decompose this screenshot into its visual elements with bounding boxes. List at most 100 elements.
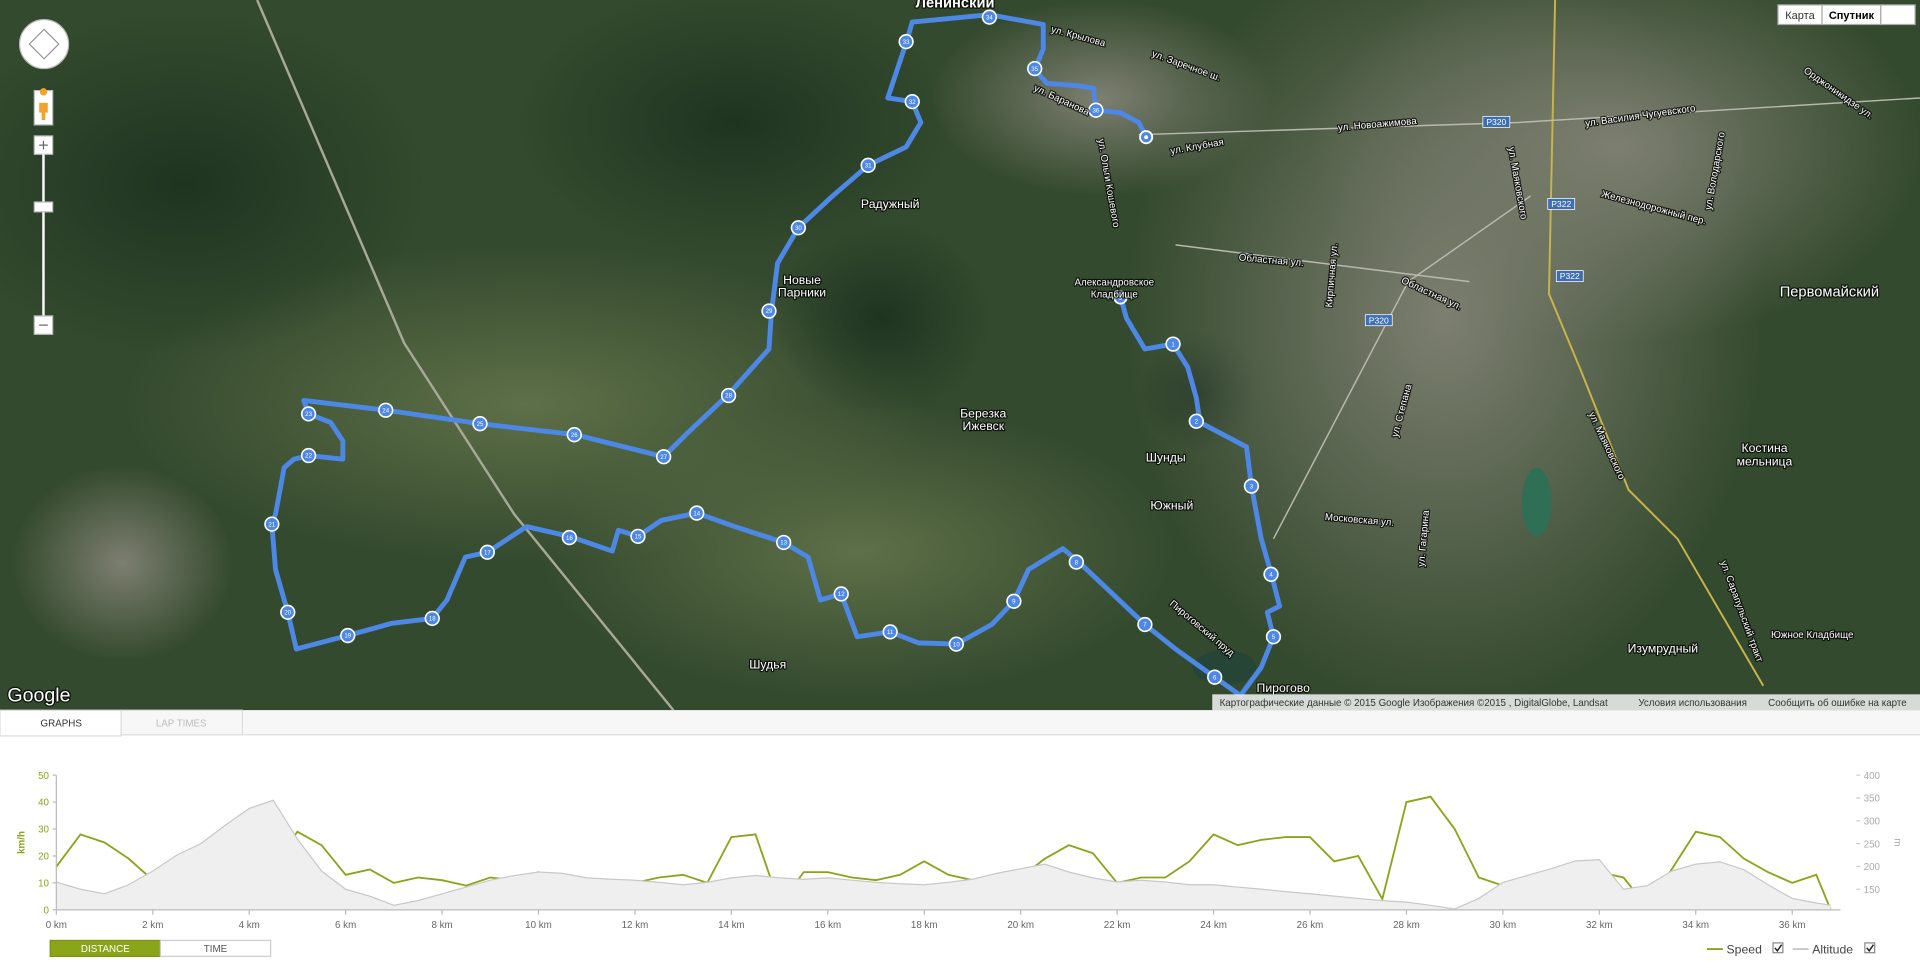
route-marker[interactable] bbox=[656, 449, 672, 465]
route-marker[interactable] bbox=[860, 157, 876, 173]
x-tick-label: 2 km bbox=[142, 920, 163, 931]
route-marker[interactable] bbox=[689, 505, 705, 521]
route-marker-label: 3 bbox=[1250, 483, 1254, 490]
tab[interactable] bbox=[120, 709, 244, 736]
route-marker-label: 13 bbox=[780, 540, 787, 547]
route-marker[interactable] bbox=[424, 610, 440, 627]
route-layer: 1234567891011121314151617181920212223242… bbox=[264, 9, 1283, 698]
y2-tick-label: 250 bbox=[1864, 839, 1881, 850]
route-marker-label: 32 bbox=[909, 99, 916, 106]
route-marker[interactable] bbox=[280, 604, 296, 620]
route-marker[interactable] bbox=[761, 303, 777, 319]
map-type-extra[interactable] bbox=[1880, 4, 1916, 26]
report-link[interactable]: Сообщить об ошибке на карте bbox=[1768, 698, 1907, 709]
pan-circle[interactable] bbox=[18, 18, 70, 70]
route-marker[interactable] bbox=[479, 544, 495, 560]
route-marker[interactable] bbox=[1207, 669, 1223, 685]
route-marker[interactable] bbox=[1027, 60, 1043, 77]
map-label: Южное Кладбище bbox=[1771, 630, 1853, 641]
zoom-track bbox=[42, 154, 45, 316]
mode-label[interactable]: DISTANCE bbox=[81, 944, 130, 955]
map-label: Шунды bbox=[1146, 451, 1186, 465]
route-marker-label: 19 bbox=[344, 633, 351, 640]
route-marker-label: 26 bbox=[571, 432, 578, 439]
road-shield bbox=[1364, 314, 1393, 327]
road-shield bbox=[1555, 270, 1584, 283]
route-marker[interactable] bbox=[1188, 413, 1204, 429]
y-tick-label: 0 bbox=[44, 906, 50, 917]
y-tick-label: 30 bbox=[38, 825, 49, 836]
route-marker[interactable] bbox=[833, 586, 849, 602]
legend-checkbox[interactable] bbox=[1864, 942, 1876, 954]
route-marker-label: 17 bbox=[484, 549, 491, 556]
route-marker[interactable] bbox=[776, 534, 792, 551]
route-marker[interactable] bbox=[1263, 566, 1279, 582]
map-label: Березка bbox=[960, 407, 1006, 421]
route-marker-label: 12 bbox=[838, 591, 845, 598]
route-marker[interactable] bbox=[1165, 336, 1181, 352]
route-marker-label: 6 bbox=[1213, 674, 1217, 681]
map[interactable]: 1234567891011121314151617181920212223242… bbox=[0, 0, 1920, 712]
x-tick-label: 32 km bbox=[1586, 920, 1613, 931]
route-marker-label: 18 bbox=[429, 616, 436, 623]
route-marker[interactable] bbox=[1137, 616, 1153, 633]
tab-label[interactable]: LAP TIMES bbox=[156, 719, 207, 730]
village bbox=[12, 465, 233, 662]
route-marker[interactable] bbox=[630, 528, 646, 545]
route-marker[interactable] bbox=[300, 447, 317, 464]
x-tick-label: 0 km bbox=[46, 920, 67, 931]
x-tick-label: 20 km bbox=[1007, 920, 1034, 931]
route-marker-label: 2 bbox=[1195, 418, 1199, 425]
terms-link[interactable]: Условия использования bbox=[1638, 698, 1747, 709]
mode-button[interactable] bbox=[159, 939, 272, 957]
map-label: Новые bbox=[783, 273, 821, 287]
route-marker[interactable] bbox=[882, 624, 898, 640]
route-marker[interactable] bbox=[1265, 629, 1282, 645]
route-marker[interactable] bbox=[378, 402, 394, 418]
line bbox=[56, 799, 1831, 910]
road-number: P320 bbox=[1369, 315, 1389, 325]
route-marker[interactable] bbox=[898, 33, 914, 50]
route-marker[interactable] bbox=[720, 387, 737, 404]
route-marker-label: 36 bbox=[1093, 107, 1100, 114]
route-marker[interactable] bbox=[300, 406, 317, 422]
route-marker[interactable] bbox=[340, 627, 356, 644]
legend-check bbox=[1774, 944, 1783, 953]
google-logo: Google bbox=[7, 685, 70, 707]
map-label: Ленинский bbox=[916, 0, 995, 11]
route-marker[interactable] bbox=[790, 220, 807, 236]
x-tick-label: 24 km bbox=[1200, 920, 1227, 931]
route-marker[interactable] bbox=[561, 529, 578, 546]
route-marker[interactable] bbox=[472, 416, 488, 432]
y-tick-label: 20 bbox=[38, 852, 49, 863]
zoom-thumb[interactable] bbox=[33, 201, 54, 213]
route-marker[interactable] bbox=[264, 516, 280, 532]
route-marker[interactable] bbox=[981, 9, 998, 25]
x-tick-label: 26 km bbox=[1297, 920, 1324, 931]
route-marker[interactable] bbox=[948, 636, 964, 652]
map-label: Парники bbox=[778, 285, 826, 299]
route-marker-label: 21 bbox=[268, 521, 275, 528]
route-marker-label: 35 bbox=[1031, 66, 1038, 73]
pan-control[interactable] bbox=[18, 18, 70, 70]
route-marker[interactable] bbox=[904, 93, 920, 110]
road-shield bbox=[1482, 115, 1511, 128]
route-marker-label: 8 bbox=[1075, 559, 1079, 566]
map-label: Южный bbox=[1150, 498, 1193, 512]
route-marker-label: 16 bbox=[566, 535, 573, 542]
mode-label[interactable]: TIME bbox=[204, 944, 228, 955]
map-type-label[interactable]: Карта bbox=[1785, 10, 1815, 22]
legend-checkbox[interactable] bbox=[1772, 942, 1784, 954]
map-type-label[interactable]: Спутник bbox=[1829, 10, 1875, 22]
x-tick-label: 12 km bbox=[622, 920, 649, 931]
route-marker-label: 9 bbox=[1012, 598, 1016, 605]
route-marker[interactable] bbox=[1088, 102, 1104, 118]
route-marker-label: 7 bbox=[1143, 622, 1147, 629]
route-marker[interactable] bbox=[1006, 593, 1022, 609]
route-marker[interactable] bbox=[566, 427, 582, 443]
route-marker[interactable] bbox=[1068, 554, 1084, 570]
forest bbox=[771, 220, 992, 417]
tab-label[interactable]: GRAPHS bbox=[41, 719, 83, 730]
route-marker[interactable] bbox=[1243, 478, 1260, 494]
